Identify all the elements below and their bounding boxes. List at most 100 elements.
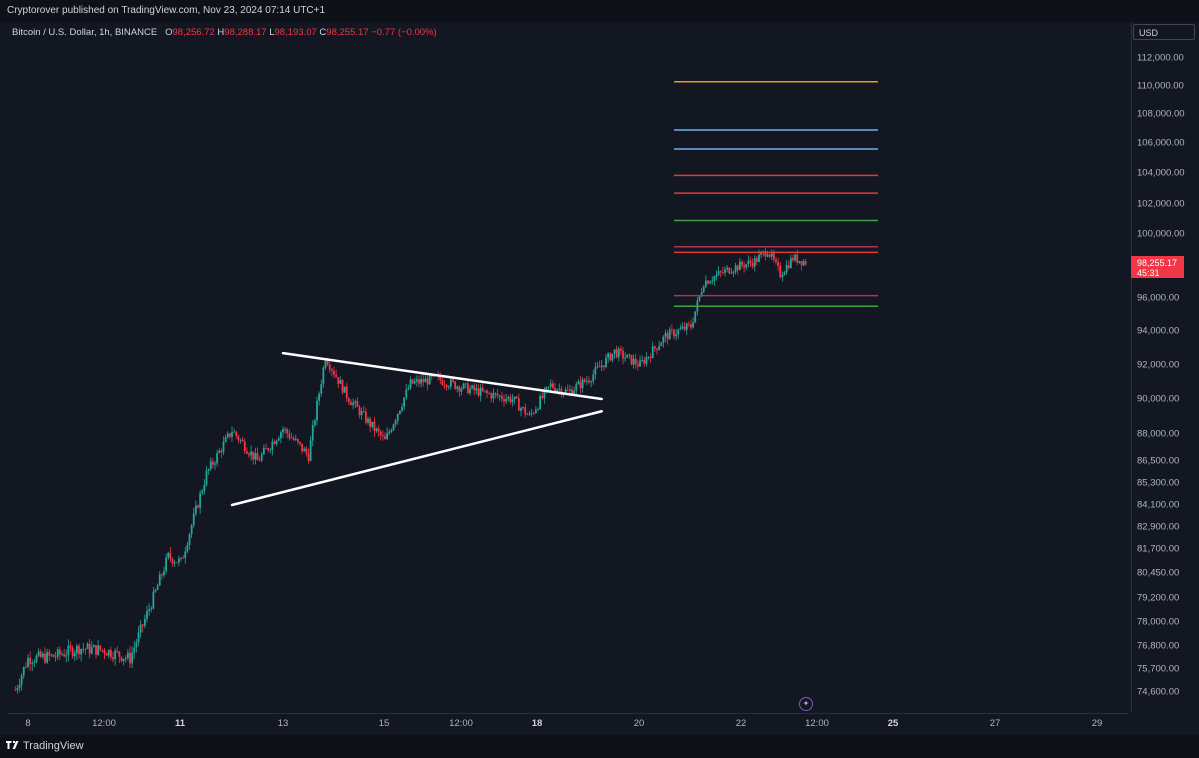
candle-body [515,396,518,399]
candle-body [507,396,510,399]
candle-body [624,357,627,359]
candle-body [50,654,53,656]
candle-body [690,324,692,328]
price-tick-label: 90,000.00 [1137,393,1180,405]
candle-body [139,624,142,633]
candle-body [46,652,49,663]
candle-body [422,378,425,383]
candle-body [216,452,219,464]
candle-body [163,571,165,576]
candle-body [721,272,724,273]
trendline-upper[interactable] [281,351,603,401]
time-axis[interactable] [8,713,1129,736]
trendline-lower[interactable] [230,410,603,507]
candle-body [777,261,780,266]
candle-body [532,412,535,414]
candle-body [124,657,127,659]
candle-body [67,645,70,656]
candle-body [398,410,401,414]
candle-body [63,654,66,657]
candle-body [222,442,225,453]
candle-body [294,439,297,440]
candle-body [112,657,114,660]
candle-body [666,332,669,340]
candle-body [554,387,556,392]
candle-body [235,431,238,436]
candle-body [649,356,652,359]
candle-body [605,357,607,368]
candle-body [681,326,684,329]
candle-body [490,393,493,399]
candle-body [339,380,342,384]
candle-body [464,383,467,385]
candle-body [471,385,474,389]
candle-body [233,431,236,433]
current-price-tag: 98,255.17 45:31 [1131,256,1184,278]
candle-body [420,378,423,384]
candle-body [564,389,567,394]
candle-body [180,557,182,559]
candle-body [384,435,386,440]
sparkle-icon[interactable]: ✦ [799,697,813,711]
symbol-title: Bitcoin / U.S. Dollar, 1h, BINANCE [12,27,158,38]
candle-body [122,658,125,662]
candle-body [426,378,429,385]
currency-selector[interactable]: USD [1133,24,1195,40]
candle-body [749,260,752,263]
candle-body [424,378,427,383]
candle-body [643,360,646,364]
candle-body [169,552,172,559]
candle-body [581,379,584,389]
low-value: 98,193.07 [274,27,317,38]
candle-body [260,454,263,461]
candle-body [755,258,758,262]
candle-body [171,558,174,564]
candle-body [651,346,654,359]
candle-body [245,451,248,454]
candle-body [65,655,68,657]
candle-body [352,402,355,406]
candle-body [505,398,508,402]
price-chart[interactable] [8,22,1129,712]
candle-body [602,365,605,368]
candle-body [347,398,350,403]
candle-body [143,618,146,626]
candle-body [753,258,756,267]
symbol-legend: Bitcoin / U.S. Dollar, 1h, BINANCE O98,2… [12,27,437,38]
chart-area[interactable] [8,22,1129,712]
candle-body [622,350,624,359]
candle-body [658,345,661,350]
brand-name: TradingView [23,740,84,752]
candle-body [95,645,97,655]
candle-body [184,551,187,558]
candle-body [328,364,331,370]
candle-body [653,346,656,349]
candle-body [350,402,352,406]
candle-body [388,431,391,434]
candle-body [394,420,397,425]
candle-body [73,653,76,657]
candle-body [707,280,709,284]
candle-body [120,656,123,662]
candle-body [241,439,244,442]
candle-body [445,385,448,388]
candle-body [358,406,361,416]
candle-body [787,264,790,268]
candle-body [724,269,726,273]
candle-body [101,649,104,651]
candle-body [201,490,204,494]
time-tick-label: 22 [735,718,747,729]
candle-body [673,329,675,337]
candle-body [22,666,25,676]
candle-body [598,366,601,368]
candle-body [252,451,255,460]
candle-body [639,360,641,367]
candle-body [190,525,193,535]
candle-body [20,675,23,685]
candle-body [386,433,389,440]
price-axis[interactable] [1131,22,1199,712]
candle-body [343,386,346,393]
candle-body [556,389,559,392]
candle-body [194,505,197,514]
candle-body [558,388,561,390]
